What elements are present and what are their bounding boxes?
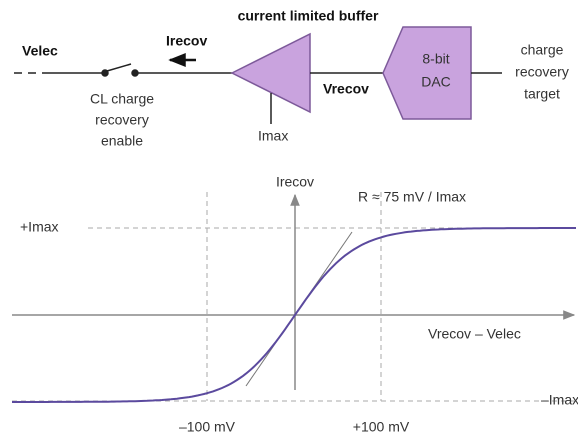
label: +100 mV bbox=[353, 419, 410, 435]
label: charge bbox=[521, 42, 564, 58]
label: 8-bit bbox=[422, 51, 449, 67]
label: DAC bbox=[421, 74, 451, 90]
label: CL charge bbox=[90, 91, 154, 107]
graph bbox=[12, 192, 576, 403]
label: Irecov bbox=[276, 174, 314, 190]
label: Velec bbox=[22, 43, 58, 59]
label: R ≈ 75 mV / Imax bbox=[358, 189, 466, 205]
label: Imax bbox=[258, 128, 288, 144]
switch-contact bbox=[101, 69, 109, 77]
label: recovery bbox=[95, 112, 149, 128]
label: recovery bbox=[515, 64, 569, 80]
label: +Imax bbox=[20, 219, 59, 235]
label: Vrecov bbox=[323, 81, 369, 97]
label: Irecov bbox=[166, 33, 207, 49]
switch-arm bbox=[106, 63, 132, 72]
curve bbox=[12, 227, 576, 403]
label: enable bbox=[101, 133, 143, 149]
label: –100 mV bbox=[179, 419, 236, 435]
label: –Imax bbox=[541, 392, 578, 408]
label: current limited buffer bbox=[238, 8, 379, 24]
label: target bbox=[524, 86, 560, 102]
label: Vrecov – Velec bbox=[428, 326, 521, 342]
schematic bbox=[14, 26, 502, 124]
